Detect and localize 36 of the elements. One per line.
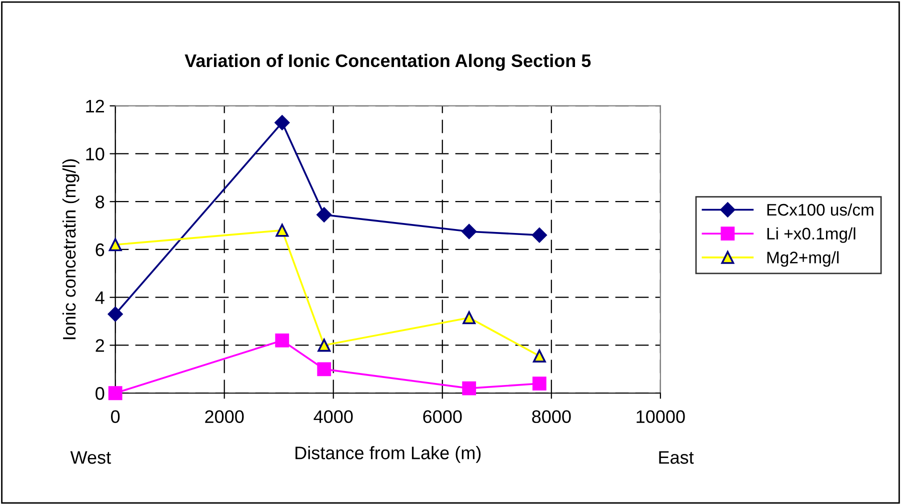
y-tick-label: 2 <box>96 339 104 352</box>
legend-label: Li +x0.1mg/l <box>767 227 856 243</box>
point <box>108 306 123 322</box>
point <box>532 228 547 243</box>
text: West <box>70 451 111 464</box>
chart-title: Variation of Ionic Concentation Along Section 5 <box>184 54 591 71</box>
point <box>462 381 476 396</box>
point <box>318 338 331 352</box>
point <box>274 115 290 130</box>
y-axis-title: Ionic concetratin (mg/l) <box>62 159 80 340</box>
point <box>317 362 332 376</box>
y-tick-label: 4 <box>95 291 104 304</box>
y-tick-label: 10 <box>86 148 104 160</box>
x-tick-label: 6000 <box>423 410 462 424</box>
point <box>316 207 332 222</box>
y-tick-label: 12 <box>86 100 104 112</box>
x-tick-label: 8000 <box>532 410 571 424</box>
x-tick-label: 10000 <box>636 410 685 424</box>
point <box>108 238 122 252</box>
legend-label: ECx100 us/cm <box>767 203 874 216</box>
point <box>532 350 546 362</box>
point <box>462 311 476 324</box>
x-tick-label: 2000 <box>205 410 244 424</box>
x-tick-label: 0 <box>111 410 120 424</box>
point <box>108 386 122 400</box>
point <box>462 224 477 240</box>
y-tick-label: 8 <box>96 196 104 208</box>
y-tick-label: 0 <box>96 387 104 400</box>
point <box>276 224 289 237</box>
y-tick-label: 6 <box>96 243 104 256</box>
x-tick-label: 4000 <box>314 410 353 424</box>
legend-label: Mg2+mg/l <box>767 251 839 267</box>
point <box>275 334 290 348</box>
text: East <box>659 451 694 464</box>
point <box>532 376 546 390</box>
x-axis-title: Distance from Lake (m) <box>296 446 481 463</box>
